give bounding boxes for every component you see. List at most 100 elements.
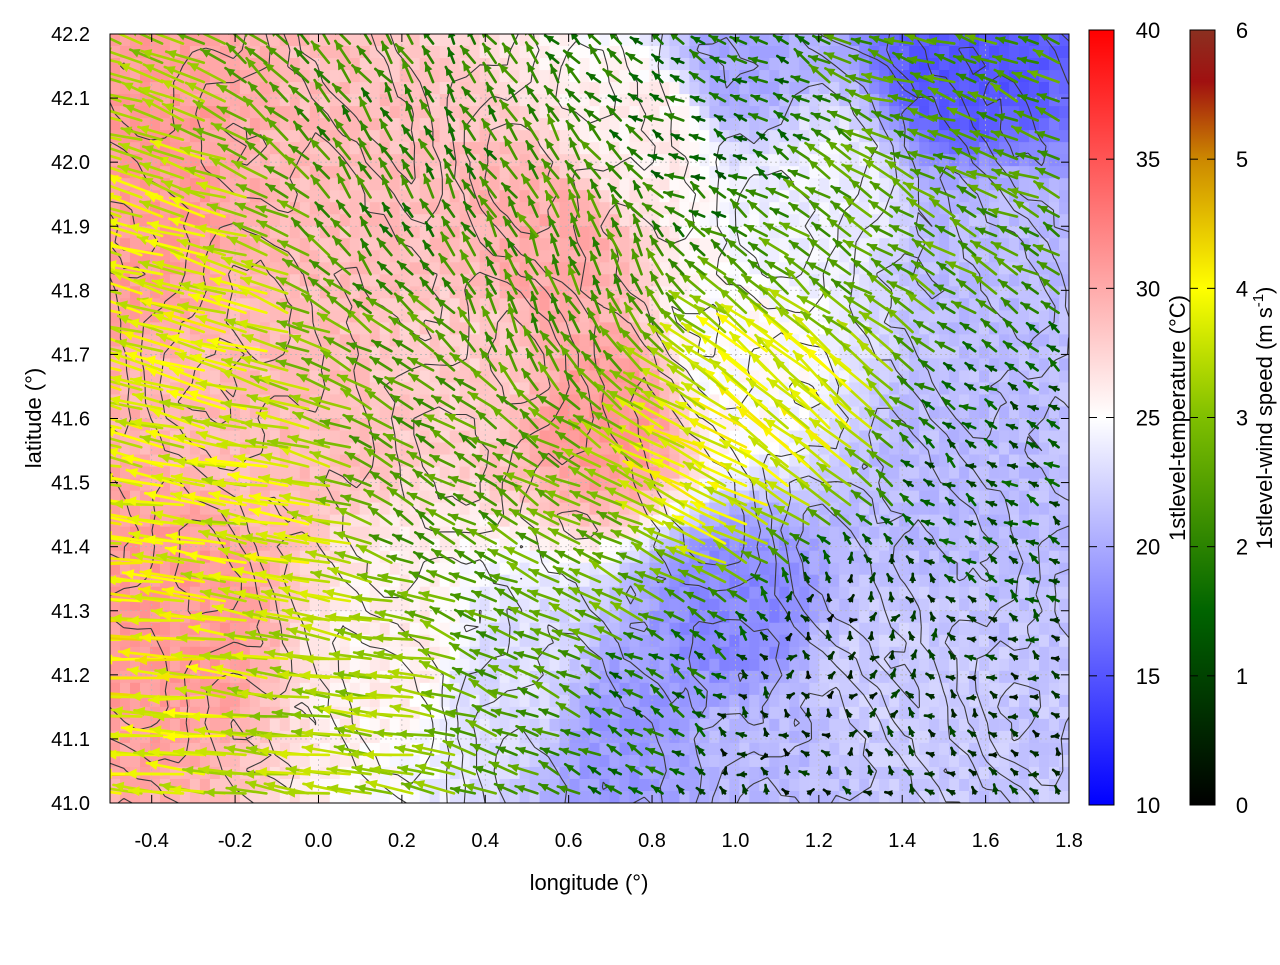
heatmap-cell	[139, 226, 151, 239]
heatmap-cell	[649, 298, 661, 311]
heatmap-cell	[1009, 538, 1020, 552]
heatmap-cell	[979, 142, 990, 155]
heatmap-cell	[559, 526, 571, 540]
heatmap-cell	[389, 202, 401, 215]
heatmap-cell	[269, 478, 281, 492]
heatmap-cell	[129, 214, 141, 227]
heatmap-cell	[949, 202, 960, 215]
heatmap-cell	[1049, 70, 1060, 83]
heatmap-cell	[999, 58, 1010, 71]
heatmap-cell	[149, 94, 161, 107]
heatmap-cell	[319, 46, 331, 59]
heatmap-cell	[529, 514, 541, 528]
heatmap-cell	[979, 274, 990, 287]
heatmap-cell	[219, 298, 231, 311]
heatmap-cell	[859, 586, 870, 600]
heatmap-cell	[669, 262, 681, 275]
heatmap-cell	[409, 622, 421, 636]
heatmap-cell	[1059, 250, 1069, 263]
heatmap-cell	[1039, 622, 1050, 636]
heatmap-cell	[199, 454, 211, 468]
heatmap-cell	[619, 226, 631, 239]
heatmap-cell	[269, 562, 281, 576]
heatmap-cell	[369, 562, 381, 576]
heatmap-cell	[399, 454, 411, 468]
heatmap-cell	[589, 394, 601, 408]
heatmap-cell	[819, 430, 830, 444]
heatmap-cell	[909, 142, 920, 155]
heatmap-cell	[619, 166, 631, 179]
heatmap-cell	[789, 106, 800, 119]
heatmap-cell	[699, 82, 710, 95]
heatmap-cell	[819, 274, 830, 287]
heatmap-cell	[649, 226, 661, 239]
heatmap-cell	[409, 478, 421, 492]
heatmap-cell	[959, 382, 970, 396]
heatmap-cell	[929, 154, 940, 167]
heatmap-cell	[429, 514, 441, 528]
heatmap-cell	[409, 538, 421, 552]
heatmap-cell	[559, 478, 571, 492]
heatmap-cell	[959, 430, 970, 444]
heatmap-cell	[549, 346, 561, 360]
heatmap-cell	[879, 550, 890, 564]
heatmap-cell	[709, 142, 720, 155]
heatmap-cell	[459, 442, 471, 456]
heatmap-cell	[729, 250, 740, 263]
heatmap-cell	[1039, 562, 1050, 576]
heatmap-cell	[339, 526, 351, 540]
heatmap-cell	[479, 130, 491, 143]
heatmap-cell	[529, 190, 541, 203]
heatmap-cell	[389, 406, 401, 420]
heatmap-cell	[859, 106, 870, 119]
heatmap-cell	[869, 286, 880, 299]
heatmap-cell	[1049, 346, 1060, 360]
heatmap-cell	[309, 490, 321, 504]
heatmap-cell	[429, 538, 441, 552]
heatmap-cell	[849, 286, 860, 299]
heatmap-cell	[119, 370, 131, 384]
heatmap-cell	[619, 322, 631, 335]
heatmap-cell	[899, 442, 910, 456]
heatmap-cell	[769, 238, 780, 251]
heatmap-cell	[769, 118, 780, 131]
heatmap-cell	[559, 262, 571, 275]
heatmap-cell	[899, 190, 910, 203]
heatmap-cell	[559, 106, 571, 119]
heatmap-cell	[719, 82, 730, 95]
heatmap-cell	[589, 94, 601, 107]
heatmap-cell	[579, 394, 591, 408]
heatmap-cell	[769, 406, 780, 420]
heatmap-cell	[489, 82, 501, 95]
heatmap-cell	[619, 466, 631, 480]
heatmap-cell	[619, 118, 631, 131]
heatmap-cell	[879, 202, 890, 215]
heatmap-cell	[369, 478, 381, 492]
heatmap-cell	[449, 406, 461, 420]
heatmap-cell	[479, 382, 491, 396]
heatmap-cell	[839, 598, 850, 612]
heatmap-cell	[1029, 310, 1040, 323]
heatmap-cell	[609, 286, 621, 299]
heatmap-cell	[139, 346, 151, 360]
heatmap-cell	[609, 466, 621, 480]
heatmap-cell	[719, 394, 730, 408]
heatmap-cell	[289, 442, 301, 456]
heatmap-cell	[1039, 262, 1050, 275]
heatmap-cell	[339, 274, 351, 287]
heatmap-cell	[709, 166, 720, 179]
heatmap-cell	[699, 430, 710, 444]
heatmap-cell	[829, 526, 840, 540]
heatmap-cell	[259, 274, 271, 287]
heatmap-cell	[859, 286, 870, 299]
heatmap-cell	[789, 58, 800, 71]
heatmap-cell	[239, 394, 251, 408]
heatmap-cell	[1039, 598, 1050, 612]
heatmap-cell	[559, 82, 571, 95]
heatmap-cell	[1059, 310, 1069, 323]
heatmap-cell	[839, 550, 850, 564]
heatmap-cell	[939, 370, 950, 384]
heatmap-cell	[929, 142, 940, 155]
heatmap-cell	[429, 94, 441, 107]
heatmap-cell	[879, 142, 890, 155]
